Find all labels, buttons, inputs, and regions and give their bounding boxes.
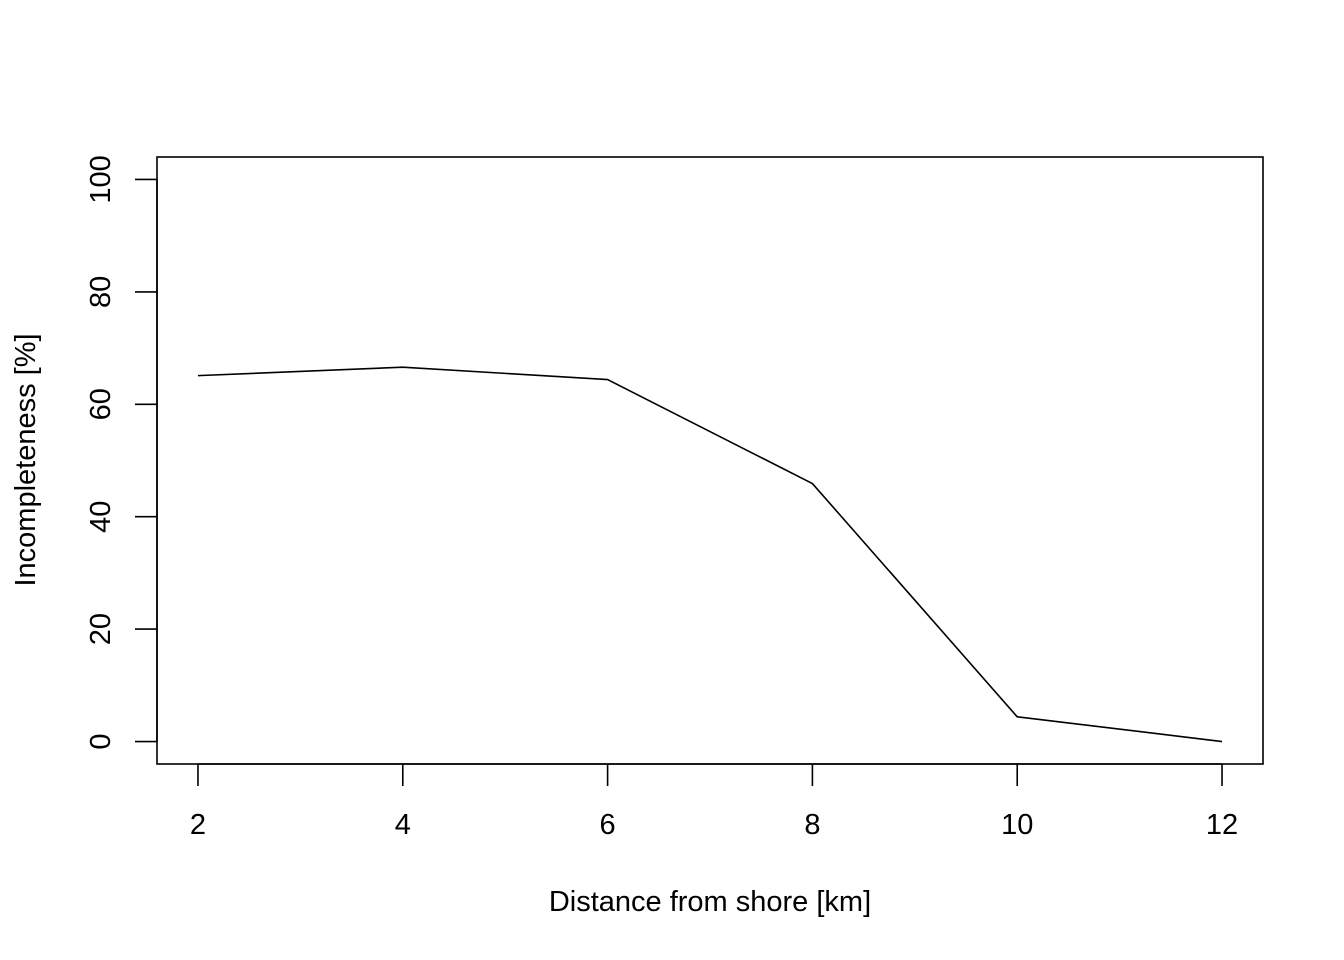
y-tick-label: 80	[85, 276, 117, 308]
x-tick-label: 2	[190, 809, 206, 841]
x-tick-label: 10	[1001, 809, 1033, 841]
y-axis-title: Incompleteness [%]	[10, 333, 42, 586]
y-tick-label: 40	[85, 501, 117, 533]
y-tick-label: 20	[85, 613, 117, 645]
series-layer	[197, 366, 1223, 743]
y-tick-label: 0	[85, 733, 117, 749]
y-tick-label: 60	[85, 388, 117, 420]
x-axis: 2 4 6 8 10 12	[190, 763, 1238, 841]
x-tick-label: 12	[1206, 809, 1238, 841]
x-axis-title: Distance from shore [km]	[549, 886, 871, 918]
y-tick-label: 100	[85, 155, 117, 203]
y-axis: 0 20 40 60 80 100	[85, 155, 158, 750]
series-line	[197, 366, 1223, 743]
x-tick-label: 4	[395, 809, 411, 841]
x-tick-label: 8	[804, 809, 820, 841]
x-tick-label: 6	[600, 809, 616, 841]
